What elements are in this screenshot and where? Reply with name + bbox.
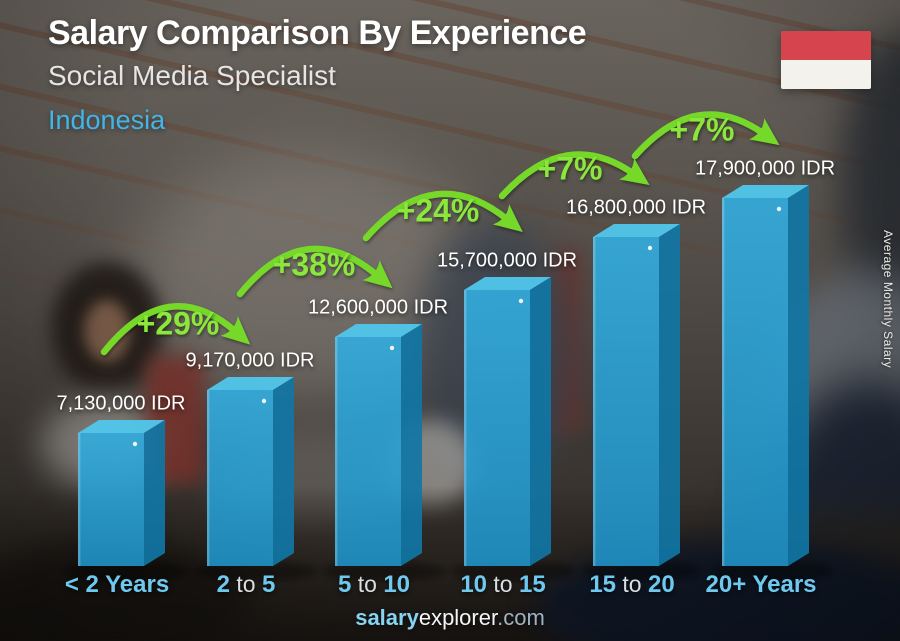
salary-value-label: 9,170,000 IDR (185, 349, 315, 372)
growth-arrows (100, 111, 780, 356)
category-accent-text: 10 (383, 571, 411, 598)
brand-salary: salary (355, 605, 419, 630)
category-accent-text: 2 (216, 571, 231, 598)
percent-change-label: +7% (537, 150, 603, 187)
category-label: < 2 Years (65, 571, 169, 599)
category-accent-text: 10 (460, 571, 488, 598)
category-accent-text: < 2 Years (64, 571, 170, 598)
salary-value-label: 7,130,000 IDR (56, 392, 186, 415)
percent-change-label: +29% (136, 305, 220, 342)
category-accent-text: 5 (261, 571, 276, 598)
bar-group (65, 185, 833, 581)
category-accent-text: 15 (589, 571, 617, 598)
category-plain-text: to (230, 571, 262, 597)
flag-red-stripe (781, 31, 871, 60)
category-label: 2 to 5 (217, 571, 276, 599)
header: Salary Comparison By Experience Social M… (48, 14, 587, 136)
category-accent-text: 5 (337, 571, 352, 598)
percent-change-label: +38% (272, 246, 356, 283)
percent-change-label: +7% (669, 111, 735, 148)
indonesia-flag-icon (781, 31, 871, 89)
category-plain-text: to (487, 571, 519, 597)
category-accent-text: 15 (518, 571, 546, 598)
salary-value-label: 17,900,000 IDR (694, 157, 836, 180)
category-label: 15 to 20 (589, 571, 674, 599)
category-accent-text: 20 (647, 571, 675, 598)
y-axis-label: Average Monthly Salary (881, 230, 895, 369)
flag-white-stripe (781, 60, 871, 89)
category-label: 20+ Years (705, 571, 816, 599)
salary-value-label: 16,800,000 IDR (565, 196, 707, 219)
salary-value-label: 12,600,000 IDR (307, 296, 449, 319)
category-plain-text: to (616, 571, 648, 597)
category-label: 5 to 10 (338, 571, 410, 599)
brand-explorer: explorer (418, 605, 498, 630)
category-accent-text: 20+ Years (705, 571, 817, 598)
country-name: Indonesia (48, 105, 166, 136)
percent-change-label: +24% (396, 192, 480, 229)
page-title: Salary Comparison By Experience (48, 14, 587, 52)
job-title: Social Media Specialist (48, 60, 336, 92)
category-plain-text: to (351, 571, 384, 597)
brand-tld: .com (497, 605, 545, 630)
site-brand: salaryexplorer.com (0, 605, 900, 631)
category-label: 10 to 15 (460, 571, 545, 599)
salary-value-label: 15,700,000 IDR (436, 249, 578, 272)
